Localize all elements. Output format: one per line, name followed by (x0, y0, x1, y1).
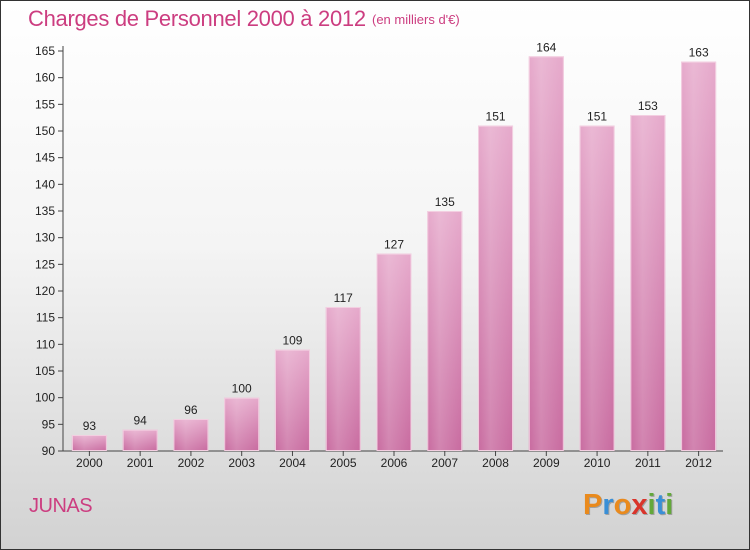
logo-letter: r (602, 489, 614, 521)
logo-letter: t (655, 489, 666, 521)
y-tick-label: 120 (35, 284, 55, 298)
x-tick-label: 2012 (685, 456, 712, 470)
x-tick-label: 2008 (482, 456, 509, 470)
bar-shine (274, 349, 310, 451)
data-label: 164 (536, 40, 556, 54)
y-tick-label: 165 (35, 44, 55, 58)
bar-shine (71, 435, 107, 451)
y-tick-label: 160 (35, 71, 55, 85)
bar-edge (681, 61, 717, 452)
data-label: 117 (334, 291, 353, 305)
x-tick-label: 2000 (76, 456, 103, 470)
x-tick-label: 2011 (635, 456, 661, 470)
x-tick-label: 2005 (330, 456, 357, 470)
bar-shine (681, 61, 717, 452)
bar-shine (376, 253, 412, 451)
y-tick-label: 135 (35, 204, 55, 218)
y-tick-label: 130 (35, 231, 55, 245)
x-tick-label: 2004 (279, 456, 306, 470)
bar-shine (579, 125, 615, 452)
x-tick-label: 2001 (127, 456, 154, 470)
bar-edge (579, 125, 615, 452)
axes: 90 95 100 105 110 115 120 125 130 135 140 145 150 155… (35, 44, 723, 470)
bar-edge (325, 307, 361, 451)
logo-letter: i (665, 489, 674, 521)
x-tick-label: 2003 (228, 456, 255, 470)
x-tick-label: 2006 (381, 456, 408, 470)
y-tick-label: 110 (36, 337, 55, 351)
data-label: 135 (435, 195, 455, 209)
data-label: 127 (384, 238, 404, 252)
y-tick-label: 105 (35, 364, 55, 378)
logo-letter: x (631, 489, 648, 521)
bar-edge (71, 435, 107, 451)
bar-edge (224, 397, 260, 451)
y-tick-label: 150 (35, 124, 55, 138)
bar-shine (528, 56, 564, 451)
bar-edge (376, 253, 412, 451)
bar-edge (274, 349, 310, 451)
bar-shine (325, 307, 361, 451)
bar-edge (630, 115, 666, 451)
data-labels: 93 94 96 100 109 117 127 135 151 164 151 153 163 (83, 40, 709, 433)
data-label: 93 (83, 419, 97, 433)
y-tick-label: 95 (42, 417, 56, 431)
bar-shine (224, 397, 260, 451)
bar-edge (173, 419, 209, 451)
data-label: 151 (587, 110, 607, 124)
data-label: 153 (638, 99, 658, 113)
logo-letter: i (647, 489, 656, 521)
bar-shine (173, 419, 209, 451)
y-tick-label: 125 (35, 257, 55, 271)
y-tick-label: 140 (35, 177, 55, 191)
x-tick-label: 2010 (584, 456, 611, 470)
data-label: 163 (689, 46, 709, 60)
data-label: 96 (184, 403, 198, 417)
bars (71, 56, 717, 452)
bar-edge (528, 56, 564, 451)
x-tick-label: 2007 (431, 456, 458, 470)
commune-name: JUNAS (29, 495, 93, 517)
bar-shine (427, 211, 463, 451)
y-tick-label: 145 (35, 151, 55, 165)
bar-edge (122, 429, 158, 451)
bar-shine (478, 125, 514, 452)
logo-letter: P (583, 489, 603, 521)
chart-subtitle: (en milliers d'€) (372, 12, 460, 27)
x-tick-label: 2009 (533, 456, 560, 470)
data-label: 109 (282, 334, 302, 348)
bar-shine (630, 115, 666, 451)
bar-shine (122, 429, 158, 451)
y-tick-label: 155 (35, 97, 55, 111)
y-tick-label: 90 (42, 444, 56, 458)
data-label: 100 (232, 382, 252, 396)
chart-title: Charges de Personnel 2000 à 2012 (28, 6, 366, 31)
proxiti-logo: Proxiti (583, 489, 673, 522)
data-label: 94 (133, 414, 147, 428)
data-label: 151 (486, 110, 506, 124)
bar-edge (478, 125, 514, 452)
logo-letter: o (613, 489, 632, 521)
x-tick-label: 2002 (178, 456, 205, 470)
bar-edge (427, 211, 463, 451)
y-tick-label: 100 (35, 391, 55, 405)
y-tick-label: 115 (36, 311, 55, 325)
